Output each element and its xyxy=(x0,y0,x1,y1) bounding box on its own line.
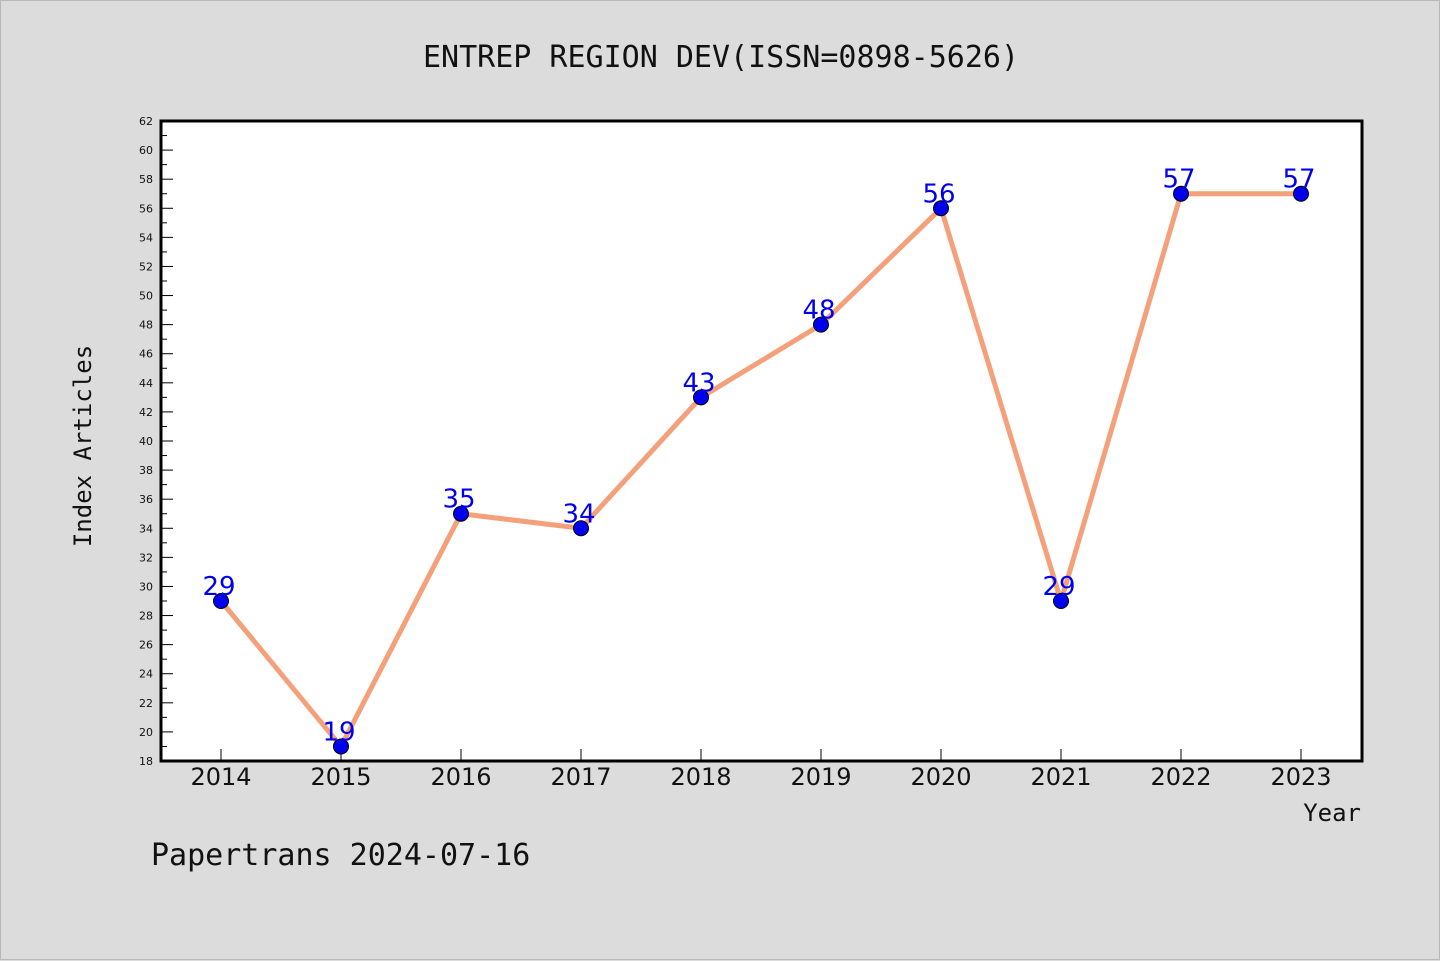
data-label: 57 xyxy=(1282,165,1315,195)
y-tick-label: 50 xyxy=(139,290,153,303)
data-point xyxy=(213,593,229,609)
x-tick-label: 2015 xyxy=(310,763,371,791)
y-tick-label: 36 xyxy=(139,493,153,506)
y-tick-label: 52 xyxy=(139,260,153,273)
x-tick-label: 2020 xyxy=(910,763,971,791)
data-label: 29 xyxy=(1042,572,1075,602)
y-tick-label: 54 xyxy=(139,231,153,244)
x-tick-label: 2019 xyxy=(790,763,851,791)
y-tick-label: 46 xyxy=(139,348,153,361)
x-tick-label: 2022 xyxy=(1150,763,1211,791)
data-point xyxy=(1293,185,1309,202)
data-point xyxy=(1173,185,1189,202)
data-point xyxy=(813,316,829,333)
x-axis-ticks: 2014 2015 2016 2017 2018 2019 2020 2021 2022 2023 xyxy=(190,749,1332,791)
x-tick-label: 2021 xyxy=(1030,763,1091,791)
series-line xyxy=(218,191,1304,749)
data-point xyxy=(333,738,349,755)
data-point xyxy=(1053,593,1069,609)
x-tick-label: 2014 xyxy=(190,763,251,791)
footer-text: Papertrans 2024-07-16 xyxy=(151,838,530,873)
x-tick-label: 2023 xyxy=(1270,763,1331,791)
data-point xyxy=(453,505,469,522)
y-tick-label: 20 xyxy=(139,726,153,739)
y-tick-label: 60 xyxy=(139,144,153,157)
data-labels-layer: 29 19 35 34 43 48 56 29 57 57 xyxy=(202,165,1315,748)
data-label: 43 xyxy=(682,368,715,398)
x-tick-label: 2018 xyxy=(670,763,731,791)
x-tick-label: 2017 xyxy=(550,763,611,791)
y-tick-label: 56 xyxy=(139,202,153,215)
data-label: 34 xyxy=(562,499,595,529)
y-axis-label: Index Articles xyxy=(69,345,97,547)
y-tick-label: 34 xyxy=(139,522,153,535)
series-layer xyxy=(213,185,1309,755)
data-label: 57 xyxy=(1162,165,1195,195)
y-tick-label: 48 xyxy=(139,319,153,332)
y-tick-label: 26 xyxy=(139,639,153,652)
y-tick-label: 22 xyxy=(139,697,153,710)
y-tick-label: 44 xyxy=(139,377,153,390)
plot-area xyxy=(159,119,1364,763)
data-label: 35 xyxy=(442,485,475,515)
y-tick-label: 40 xyxy=(139,435,153,448)
x-axis-label: Year xyxy=(1303,799,1361,827)
y-tick-label: 38 xyxy=(139,464,153,477)
data-label: 56 xyxy=(922,179,955,209)
data-point xyxy=(573,520,589,537)
y-tick-label: 24 xyxy=(139,668,153,681)
y-tick-label: 42 xyxy=(139,406,153,419)
data-label: 19 xyxy=(322,717,355,747)
y-axis-ticks: 18 20 22 24 26 28 30 32 34 36 38 40 42 44 46 48 50 52 54 56… xyxy=(139,115,173,768)
data-point xyxy=(933,200,949,217)
y-tick-label: 28 xyxy=(139,610,153,623)
y-tick-label: 18 xyxy=(139,755,153,768)
chart-title: ENTREP REGION DEV(ISSN=0898-5626) xyxy=(423,40,1019,75)
data-label: 29 xyxy=(202,572,235,602)
data-point xyxy=(693,389,709,406)
y-tick-label: 62 xyxy=(139,115,153,128)
x-tick-label: 2016 xyxy=(430,763,491,791)
y-tick-label: 30 xyxy=(139,580,153,593)
data-label: 48 xyxy=(802,296,835,326)
y-tick-label: 32 xyxy=(139,551,153,564)
y-tick-label: 58 xyxy=(139,173,153,186)
